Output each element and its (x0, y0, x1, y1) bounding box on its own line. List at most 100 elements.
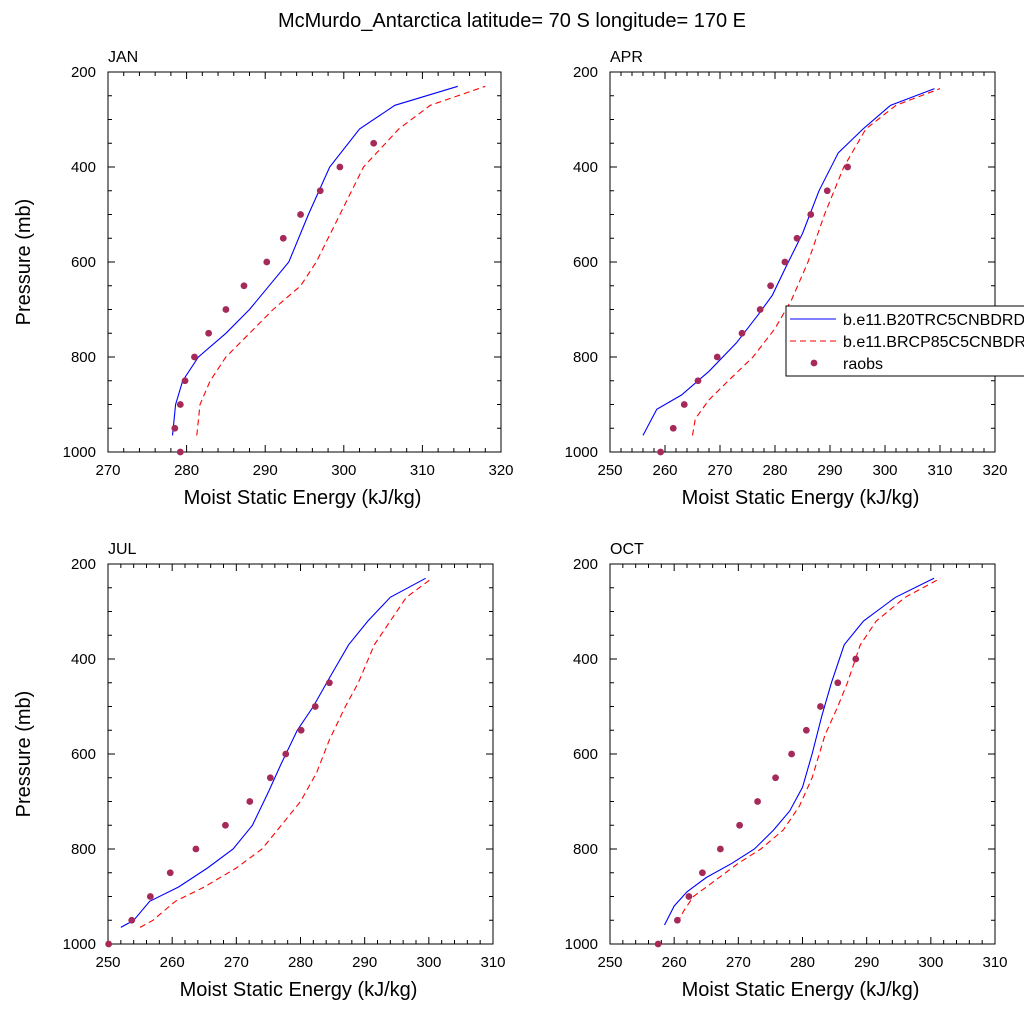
raobs-point (282, 750, 290, 758)
raobs-point (171, 424, 179, 432)
series-line-brcp85 (196, 85, 486, 436)
raobs-point (370, 139, 378, 147)
raobs-point (263, 258, 271, 266)
y-tick-label: 800 (573, 349, 598, 366)
x-axis-label: Moist Static Energy (kJ/kg) (682, 487, 920, 509)
y-tick-label: 600 (71, 746, 96, 763)
y-tick-label: 400 (573, 651, 598, 668)
x-tick-label: 270 (224, 954, 249, 971)
y-tick-label: 1000 (565, 444, 598, 461)
x-tick-label: 250 (597, 462, 622, 479)
y-tick-label: 200 (71, 556, 96, 573)
x-tick-label: 290 (854, 954, 879, 971)
x-tick-label: 310 (927, 462, 952, 479)
raobs-point (246, 798, 254, 805)
raobs-point (694, 377, 702, 385)
y-tick-label: 200 (573, 64, 598, 81)
raobs-point (852, 655, 860, 663)
raobs-point (336, 163, 344, 171)
x-tick-label: 310 (480, 954, 505, 971)
plot-frame (107, 71, 502, 453)
x-tick-label: 270 (95, 462, 120, 479)
raobs-point (844, 163, 851, 171)
raobs-point (311, 703, 319, 710)
raobs-point (802, 726, 810, 734)
x-tick-label: 270 (726, 954, 751, 971)
raobs-point (823, 187, 831, 195)
y-tick-label: 400 (573, 159, 598, 176)
panel-title: JAN (108, 49, 138, 66)
x-tick-label: 300 (918, 954, 943, 971)
x-axis-label: Moist Static Energy (kJ/kg) (180, 979, 418, 1001)
raobs-point (754, 798, 761, 805)
raobs-point (680, 401, 688, 408)
series-line-b20trc (120, 577, 426, 928)
x-tick-label: 260 (652, 462, 677, 479)
legend-label: b.e11.BRCP85C5CNBDRD (843, 334, 1024, 351)
raobs-point (240, 282, 248, 290)
raobs-point (192, 845, 200, 853)
y-tick-label: 1000 (565, 936, 598, 953)
raobs-point (181, 377, 189, 385)
raobs-point (176, 401, 184, 408)
x-axis-label: Moist Static Energy (kJ/kg) (184, 487, 422, 509)
raobs-point (767, 282, 774, 290)
panel-apr: 250 260 270 280 290 300 310 320 200 400 600 800 1000… (565, 49, 1008, 509)
raobs-point (316, 187, 324, 195)
raobs-point (279, 234, 287, 242)
x-tick-label: 270 (707, 462, 732, 479)
series-line-brcp85 (676, 577, 941, 923)
raobs-point (817, 703, 824, 710)
raobs-point (788, 750, 795, 758)
raobs-point (834, 679, 842, 687)
x-tick-label: 280 (174, 462, 199, 479)
y-tick-label: 1000 (63, 444, 96, 461)
raobs-point (166, 869, 174, 877)
x-tick-label: 300 (331, 462, 356, 479)
x-tick-label: 320 (488, 462, 513, 479)
x-tick-label: 300 (872, 462, 897, 479)
series-line-b20trc (642, 88, 935, 436)
raobs-point (713, 353, 721, 361)
y-tick-label: 600 (573, 746, 598, 763)
plot-frame (609, 563, 996, 945)
x-tick-label: 280 (288, 954, 313, 971)
raobs-point (807, 211, 815, 218)
x-tick-label: 280 (790, 954, 815, 971)
raobs-point (128, 916, 136, 924)
raobs-point (699, 869, 706, 877)
x-tick-label: 310 (982, 954, 1007, 971)
legend-swatch-marker (810, 359, 818, 367)
panel-title: OCT (610, 541, 644, 558)
panel-jul: 250 260 270 280 290 300 310 200 400 600 800 1000 JUL… (13, 541, 506, 1001)
y-tick-label: 800 (71, 349, 96, 366)
raobs-point (657, 448, 664, 456)
raobs-point (756, 306, 764, 313)
raobs-point (266, 774, 274, 782)
raobs-point (738, 329, 746, 337)
series-line-b20trc (171, 85, 458, 436)
y-tick-label: 800 (573, 841, 598, 858)
series-line-brcp85 (139, 577, 433, 928)
x-tick-label: 290 (817, 462, 842, 479)
y-tick-label: 600 (71, 254, 96, 271)
raobs-point (669, 424, 677, 432)
raobs-point (176, 448, 184, 456)
x-tick-label: 260 (160, 954, 185, 971)
raobs-point (772, 774, 779, 782)
x-tick-label: 320 (982, 462, 1007, 479)
panels: 270 280 290 300 310 320 200 400 600 800 1000 JAN Moi… (13, 49, 1008, 1001)
panel-title: JUL (108, 541, 137, 558)
raobs-point (654, 940, 662, 948)
raobs-point (222, 306, 230, 313)
series-line-brcp85 (691, 88, 941, 436)
raobs-point (325, 679, 333, 687)
raobs-point (105, 940, 113, 948)
panel-title: APR (610, 49, 643, 66)
legend-label: raobs (843, 356, 883, 373)
raobs-point (781, 258, 789, 266)
panel-oct: 250 260 270 280 290 300 310 200 400 600 800 1000 OCT… (565, 541, 1008, 1001)
plot-frame (609, 71, 996, 453)
raobs-point (736, 821, 744, 829)
